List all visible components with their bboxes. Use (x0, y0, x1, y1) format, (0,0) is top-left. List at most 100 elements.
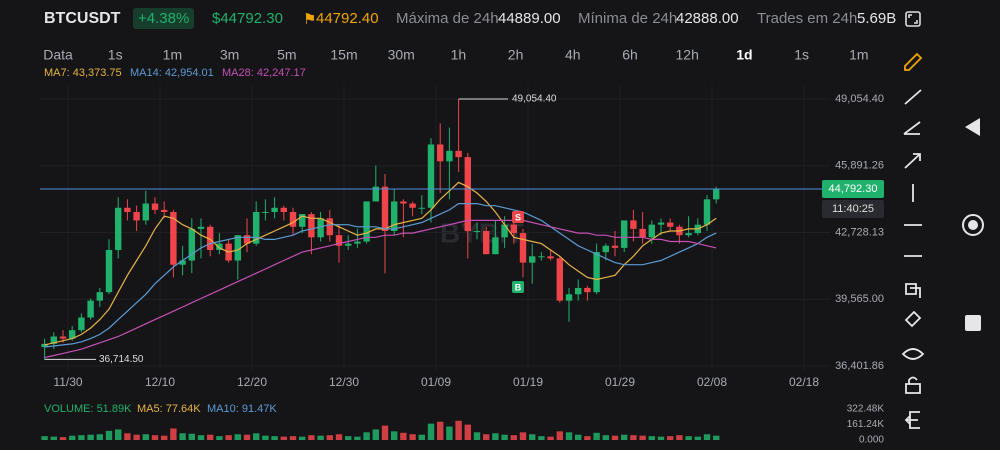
line-tool[interactable] (904, 89, 922, 105)
trade-marker (512, 281, 524, 293)
candle-body (381, 186, 389, 231)
y-tick-label: 45,891.26 (835, 160, 884, 172)
volume-bar (713, 435, 720, 440)
back-button[interactable] (965, 118, 980, 136)
layers-tool[interactable] (905, 283, 921, 298)
candle-body (409, 203, 416, 208)
candle-body (648, 224, 655, 238)
candle-body (529, 256, 536, 263)
timeframe-tab[interactable]: 1s (794, 47, 809, 63)
timeframe-tab[interactable]: 2h (508, 47, 524, 63)
y-tick-label: 39,565.00 (835, 293, 884, 305)
timeframe-tab[interactable]: 5m (277, 47, 296, 63)
angle-tool[interactable] (903, 121, 921, 135)
volume-bar (335, 434, 343, 440)
volume-bar (473, 432, 481, 440)
candle-body (124, 207, 131, 212)
volume-bar (271, 436, 278, 440)
pen-tool[interactable] (904, 52, 923, 71)
ma-line (44, 181, 717, 346)
volume-bar (446, 426, 453, 440)
volume-bar (409, 434, 416, 440)
volume-bar (243, 434, 251, 440)
volume-bar (41, 436, 48, 440)
x-tick-label: 01/19 (513, 375, 543, 389)
ma-legend: MA28: 42,247.17 (222, 67, 306, 79)
symbol[interactable]: BTCUSDT (44, 10, 121, 27)
volume-bar (234, 434, 241, 440)
y-tick-label: 42,728.13 (835, 226, 884, 238)
ma-legend: MA14: 42,954.01 (130, 67, 214, 79)
candle-body (464, 157, 471, 231)
icon-shape (908, 14, 918, 24)
recents-button[interactable] (965, 315, 981, 331)
timeframe-tab[interactable]: 15m (330, 47, 357, 63)
candle-body (354, 241, 361, 244)
candle-body (59, 336, 67, 339)
current-price-label: 44,792.30 (829, 183, 878, 195)
volume-bar (676, 435, 683, 440)
volume-bar (492, 433, 499, 440)
volume-bar (151, 435, 159, 440)
candle-body (685, 233, 692, 236)
candle-body (510, 224, 517, 234)
ray-tool[interactable] (904, 153, 921, 169)
x-tick-label: 12/30 (329, 375, 359, 389)
timeframe-tab[interactable]: 1d (736, 47, 752, 63)
timeframe-tab[interactable]: 3m (220, 47, 239, 63)
timeframe-tab[interactable]: 6h (622, 47, 638, 63)
volume-bar (391, 431, 398, 440)
candle-body (427, 144, 435, 208)
candle-body (105, 249, 113, 293)
candle-body (630, 220, 637, 229)
volume-bar (142, 434, 149, 440)
countdown-tag (822, 199, 884, 218)
candle-body (575, 287, 582, 295)
candle-body (455, 150, 462, 158)
volume-bar (685, 436, 692, 440)
candle-body (216, 243, 223, 250)
mark-price: 44792.40 (316, 10, 379, 27)
candle-body (326, 218, 333, 236)
timeframe-tab[interactable]: 1s (108, 47, 123, 63)
volume-bar (105, 430, 113, 440)
candle-body (473, 230, 481, 232)
timeframe-tab[interactable]: 30m (388, 47, 415, 63)
volume-bar (197, 435, 205, 440)
timeframe-tab[interactable]: 4h (565, 47, 581, 63)
candle-body (657, 222, 665, 225)
timeframe-tab[interactable]: 1m (849, 47, 868, 63)
volume-tick-label: 161.24K (847, 419, 885, 430)
volume-bar (345, 436, 352, 440)
volume-bar (556, 431, 563, 440)
icon-shape (905, 11, 921, 27)
home-button[interactable] (962, 214, 984, 236)
volume-bar (381, 425, 389, 440)
timeframe-tab[interactable]: 12h (676, 47, 699, 63)
candle-body (556, 258, 563, 301)
timeframe-tab[interactable]: 1m (163, 47, 182, 63)
fullscreen-icon[interactable] (904, 10, 922, 32)
candle-body (50, 336, 57, 344)
candle-body (142, 203, 149, 221)
volume-bar (648, 436, 655, 440)
min-marker-label: 36,714.50 (99, 354, 144, 365)
candle-body (253, 211, 260, 244)
x-tick-label: 01/09 (421, 375, 451, 389)
volume-bar (584, 436, 591, 440)
volume-bar (354, 436, 361, 440)
magnet-tool[interactable] (904, 310, 922, 328)
candle-body (41, 343, 48, 348)
lock-tool[interactable] (905, 376, 921, 394)
volume-bar (69, 435, 76, 440)
volume-bar (519, 432, 527, 440)
volume-bar (179, 433, 186, 440)
candle-body (133, 211, 140, 221)
exit-tool[interactable] (904, 411, 920, 429)
timeframe-tab[interactable]: Data (43, 47, 73, 63)
candle-body (299, 214, 306, 227)
visibility-tool[interactable] (901, 348, 925, 360)
timeframe-tab[interactable]: 1h (451, 47, 467, 63)
volume-bar (96, 434, 103, 440)
candle-body (565, 294, 573, 301)
